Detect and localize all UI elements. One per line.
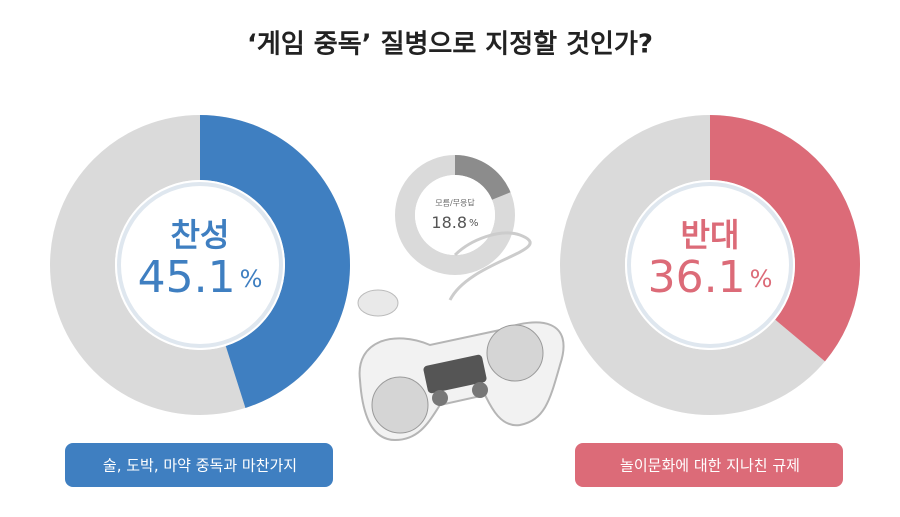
caption: 놀이문화에 대한 지나친 규제 <box>620 457 800 475</box>
inner-ring <box>117 182 283 348</box>
donut-label: 반대 <box>681 216 740 254</box>
donut-segment <box>200 115 350 408</box>
donut-label: 모름/무응답 <box>435 198 475 208</box>
unit: % <box>240 265 263 293</box>
donut-segment <box>455 155 511 200</box>
donut-inner <box>625 180 795 350</box>
donut-value: 36.1% <box>648 252 773 303</box>
game-controller <box>357 231 565 442</box>
unit: % <box>750 265 773 293</box>
donut-label: 찬성 <box>171 216 230 254</box>
value: 45.1 <box>138 252 236 303</box>
donut-segment <box>710 115 860 362</box>
donut-inner <box>115 180 285 350</box>
inner-ring <box>627 182 793 348</box>
value: 36.1 <box>648 252 746 303</box>
unit: % <box>469 218 479 229</box>
value: 18.8 <box>431 213 467 232</box>
caption: 술, 도박, 마약 중독과 마찬가지 <box>103 457 297 475</box>
donut-inner <box>415 175 495 255</box>
donut-value: 45.1% <box>138 252 263 303</box>
donut-chart: 모름/무응답 18.8% <box>395 155 515 275</box>
caption-box <box>65 443 333 487</box>
title: ‘게임 중독’ 질병으로 지정할 것인가? <box>247 30 653 60</box>
donut-value: 18.8% <box>431 213 478 232</box>
caption-box <box>575 443 843 487</box>
